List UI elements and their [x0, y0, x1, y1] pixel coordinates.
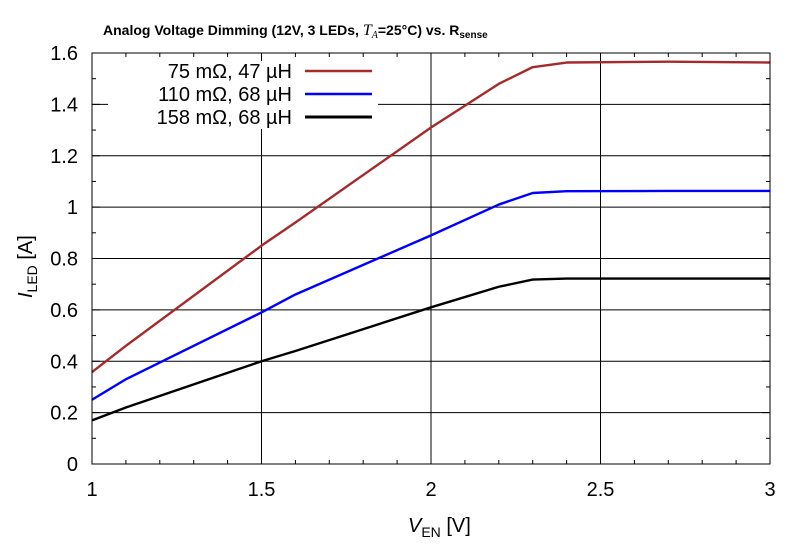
series-line: [91, 277, 770, 422]
x-tick-label: 2.5: [587, 479, 615, 501]
x-tick-label: 1: [86, 479, 97, 501]
series-lines: [91, 60, 771, 422]
y-tick-label: 1.2: [50, 146, 78, 168]
series-line: [91, 189, 770, 401]
x-tick-label: 1.5: [248, 479, 276, 501]
y-tick-label: 0.8: [50, 249, 78, 271]
series-line: [91, 60, 771, 373]
legend-label: 158 mΩ, 68 µH: [157, 107, 292, 129]
x-tick-label: 3: [764, 479, 775, 501]
y-tick-label: 1.4: [50, 94, 78, 116]
chart-title: Analog Voltage Dimming (12V, 3 LEDs, TA=…: [103, 22, 488, 41]
legend-label: 75 mΩ, 47 µH: [168, 61, 292, 83]
y-tick-label: 0.2: [50, 403, 78, 425]
y-tick-label: 0.6: [50, 300, 78, 322]
y-tick-label: 1: [67, 197, 78, 219]
legend-label: 110 mΩ, 68 µH: [158, 84, 292, 106]
axes: 1 1.5 2 2.5 3 0 0.2 0.4 0.6 0.8 1 1.2 1.4 1.6: [50, 43, 775, 501]
y-tick-label: 0.4: [50, 351, 78, 373]
grid: [92, 53, 770, 464]
x-tick-label: 2: [425, 479, 436, 501]
x-axis-label: VEN [V]: [408, 515, 471, 540]
y-axis-label: ILED [A]: [15, 235, 40, 298]
y-tick-label: 1.6: [50, 43, 78, 65]
y-tick-label: 0: [67, 454, 78, 476]
